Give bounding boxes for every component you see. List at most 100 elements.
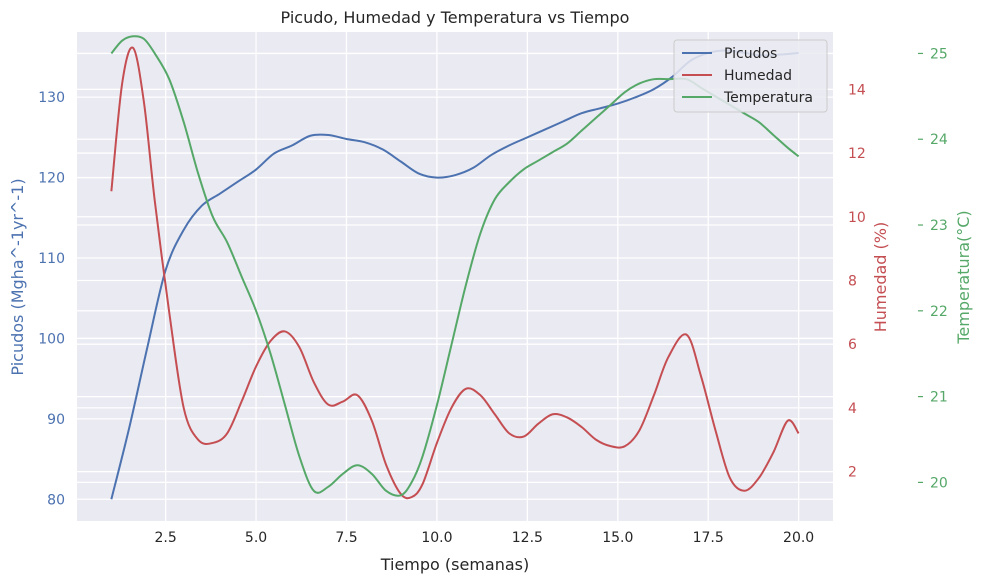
data-point-humedad <box>552 413 554 415</box>
data-point-humedad <box>729 477 731 479</box>
data-point-picudos <box>111 498 113 500</box>
x-tick-label: 10.0 <box>421 530 452 546</box>
picudos-axis-label: Picudos (Mgha^-1yr^-1) <box>8 178 27 375</box>
data-point-picudos <box>201 205 203 207</box>
data-point-temperatura <box>610 104 612 106</box>
humedad-tick-label: 12 <box>848 146 866 162</box>
picudos-axis-tick-labels: 80 90 100 110 120 130 <box>38 90 65 508</box>
data-point-humedad <box>411 496 413 498</box>
data-point-temperatura <box>183 121 185 123</box>
data-point-temperatura <box>270 353 272 355</box>
data-point-humedad <box>451 407 453 409</box>
humedad-tick-label: 2 <box>848 465 857 481</box>
picudos-tick-label: 90 <box>47 412 65 428</box>
data-point-temperatura <box>328 486 330 488</box>
data-point-picudos <box>635 96 637 98</box>
data-point-humedad <box>121 82 123 84</box>
data-point-humedad <box>143 101 145 103</box>
data-point-temperatura <box>537 160 539 162</box>
data-point-temperatura <box>168 78 170 80</box>
data-point-picudos <box>508 145 510 147</box>
data-point-humedad <box>465 388 467 390</box>
data-point-picudos <box>581 112 583 114</box>
temperatura-tick-label: 22 <box>930 304 948 320</box>
data-point-picudos <box>219 193 221 195</box>
data-point-humedad <box>686 334 688 336</box>
temperatura-tick-label: 25 <box>930 46 948 62</box>
picudos-tick-label: 110 <box>38 251 65 267</box>
data-point-temperatura <box>411 482 413 484</box>
data-point-picudos <box>328 134 330 136</box>
data-point-picudos <box>310 135 312 137</box>
data-point-picudos <box>129 426 131 428</box>
data-point-humedad <box>226 433 228 435</box>
data-point-temperatura <box>480 233 482 235</box>
data-point-picudos <box>364 141 366 143</box>
humedad-tick-label: 8 <box>848 273 857 289</box>
temperatura-axis-tick-labels: 20 21 22 23 24 25 <box>918 46 948 491</box>
data-point-picudos <box>563 120 565 122</box>
data-point-temperatura <box>313 490 315 492</box>
data-point-humedad <box>480 394 482 396</box>
data-point-picudos <box>599 108 601 110</box>
x-tick-label: 17.5 <box>693 530 724 546</box>
data-point-humedad <box>270 340 272 342</box>
data-point-temperatura <box>212 216 214 218</box>
data-point-temperatura <box>523 168 525 170</box>
data-point-temperatura <box>121 40 123 42</box>
data-point-picudos <box>490 154 492 156</box>
humedad-axis-label: Humedad (%) <box>871 222 890 333</box>
data-point-humedad <box>639 429 641 431</box>
data-point-temperatura <box>422 456 424 458</box>
humedad-tick-label: 6 <box>848 337 857 353</box>
x-tick-label: 5.0 <box>245 530 267 546</box>
series-line-humedad <box>110 46 800 500</box>
data-point-humedad <box>371 420 373 422</box>
picudos-tick-label: 130 <box>38 90 65 106</box>
data-point-humedad <box>212 442 214 444</box>
data-point-humedad <box>537 423 539 425</box>
data-point-temperatura <box>299 456 301 458</box>
plot-background <box>77 32 833 521</box>
data-point-temperatura <box>639 83 641 85</box>
data-point-picudos <box>255 169 257 171</box>
data-point-temperatura <box>400 494 402 496</box>
data-point-temperatura <box>451 344 453 346</box>
data-point-temperatura <box>241 276 243 278</box>
legend-label-humedad: Humedad <box>724 68 792 84</box>
data-point-picudos <box>671 76 673 78</box>
data-point-picudos <box>617 103 619 105</box>
data-point-humedad <box>154 200 156 202</box>
data-point-picudos <box>346 138 348 140</box>
data-point-humedad <box>111 190 113 192</box>
data-point-temperatura <box>581 130 583 132</box>
data-point-humedad <box>653 394 655 396</box>
data-point-humedad <box>422 484 424 486</box>
picudos-tick-label: 120 <box>38 171 65 187</box>
data-point-temperatura <box>143 38 145 40</box>
data-point-humedad <box>566 417 568 419</box>
data-point-temperatura <box>494 198 496 200</box>
x-tick-labels: 2.5 5.0 7.5 10.0 12.5 15.0 17.5 20.0 <box>154 530 814 546</box>
data-point-picudos <box>454 174 456 176</box>
legend-label-temperatura: Temperatura <box>723 90 813 106</box>
data-point-picudos <box>147 346 149 348</box>
data-point-humedad <box>197 439 199 441</box>
chart-title: Picudo, Humedad y Temperatura vs Tiempo <box>281 8 630 27</box>
data-point-humedad <box>595 439 597 441</box>
humedad-axis-tick-labels: 2 4 6 8 10 12 14 <box>848 82 866 480</box>
data-point-humedad <box>436 442 438 444</box>
data-point-temperatura <box>385 490 387 492</box>
data-point-temperatura <box>508 181 510 183</box>
data-point-humedad <box>758 477 760 479</box>
data-point-picudos <box>183 229 185 231</box>
x-tick-label: 2.5 <box>154 530 176 546</box>
data-point-temperatura <box>357 464 359 466</box>
data-point-temperatura <box>226 241 228 243</box>
data-point-temperatura <box>787 147 789 149</box>
x-tick-label: 12.5 <box>512 530 543 546</box>
data-point-humedad <box>342 401 344 403</box>
picudos-tick-label: 100 <box>38 331 65 347</box>
data-point-humedad <box>798 433 800 435</box>
